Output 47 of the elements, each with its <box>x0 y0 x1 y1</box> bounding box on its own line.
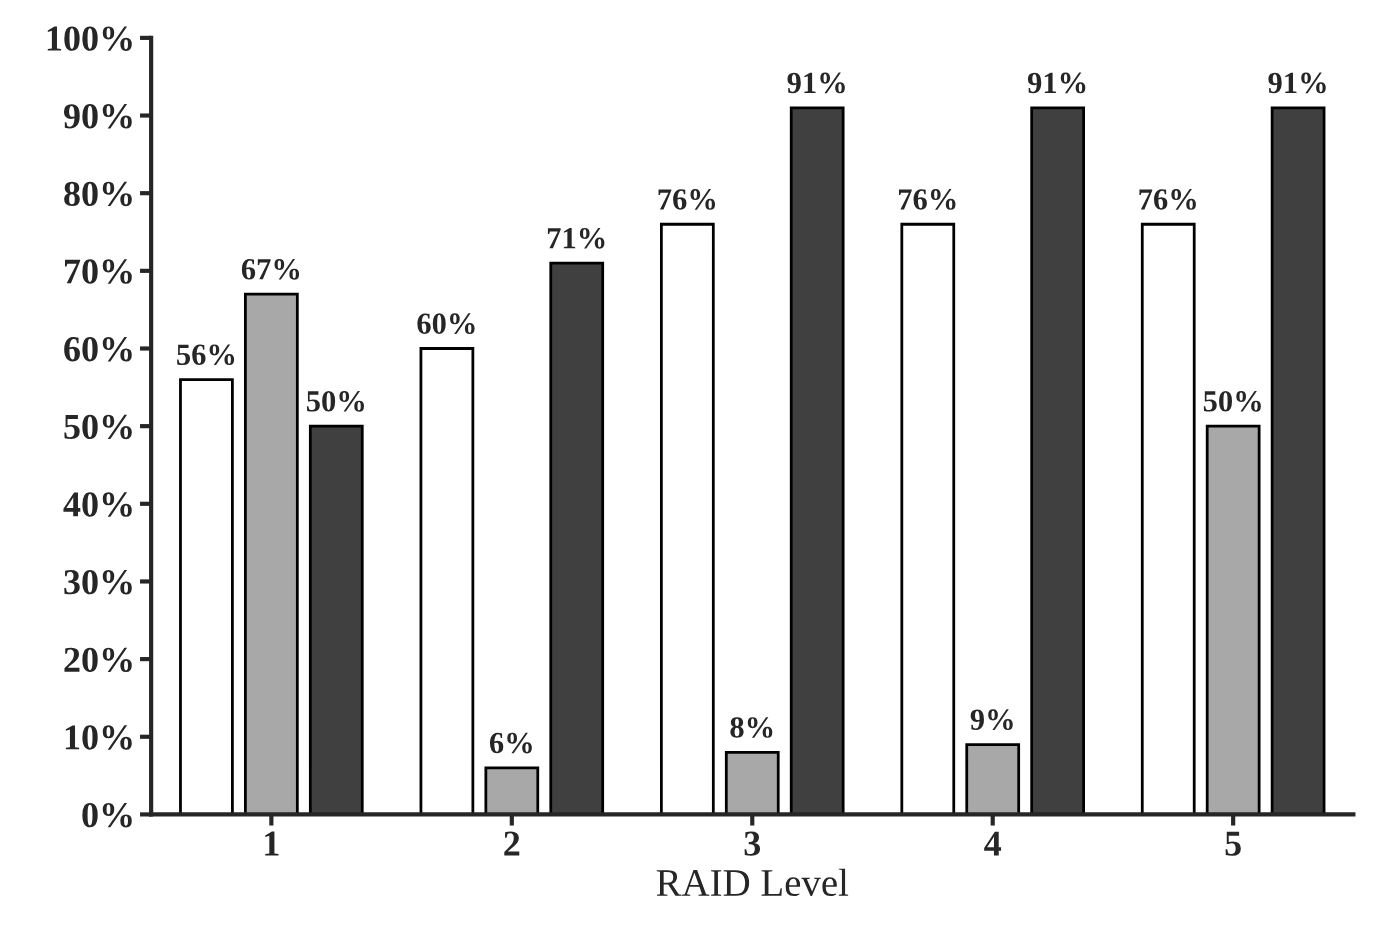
data-label: 50% <box>306 390 364 412</box>
x-tick-label: 4 <box>984 831 1002 856</box>
y-tick-label: 10% <box>65 725 132 750</box>
y-tick-label: 60% <box>64 337 132 362</box>
y-tick-label: 40% <box>63 492 132 517</box>
data-label: 91% <box>787 72 845 94</box>
data-label: 91% <box>1027 72 1086 94</box>
bar <box>659 222 715 815</box>
bar <box>484 766 540 815</box>
bar <box>549 261 605 815</box>
bar <box>244 292 299 815</box>
data-label: 60% <box>417 313 475 335</box>
data-label: 8% <box>730 717 773 738</box>
data-label: 67% <box>241 258 300 280</box>
y-tick-label: 90% <box>63 104 132 129</box>
bar <box>900 222 956 815</box>
bar <box>789 106 845 815</box>
bar <box>308 424 364 815</box>
x-tick-label: 5 <box>1225 831 1241 856</box>
bar <box>965 743 1021 815</box>
data-label: 50% <box>1203 390 1261 412</box>
y-tick-label: 30% <box>64 569 132 595</box>
bar <box>1270 106 1326 815</box>
y-tick-label: 70% <box>65 259 132 284</box>
data-label: 76% <box>1139 189 1196 210</box>
x-tick-label: 3 <box>744 831 761 856</box>
y-tick-label: 0% <box>82 802 132 828</box>
bar <box>724 750 780 815</box>
y-tick-label: 80% <box>64 181 132 207</box>
bar <box>1205 424 1261 815</box>
x-tick-label: 1 <box>265 831 279 856</box>
y-tick-label: 100% <box>47 26 132 51</box>
data-label: 76% <box>658 189 716 210</box>
y-tick-label: 20% <box>64 647 132 673</box>
data-label: 76% <box>898 189 956 210</box>
y-tick-label: 50% <box>64 414 132 440</box>
data-label: 9% <box>970 709 1013 731</box>
data-label: 71% <box>547 227 605 249</box>
data-label: 6% <box>489 732 532 754</box>
bar <box>1030 106 1085 815</box>
data-label: 56% <box>177 344 235 366</box>
bar <box>419 347 475 815</box>
bar <box>1140 222 1196 815</box>
x-axis-title: RAID Level <box>656 868 849 897</box>
data-label: 91% <box>1268 72 1326 94</box>
x-tick-label: 2 <box>504 831 520 856</box>
bar <box>179 378 234 815</box>
